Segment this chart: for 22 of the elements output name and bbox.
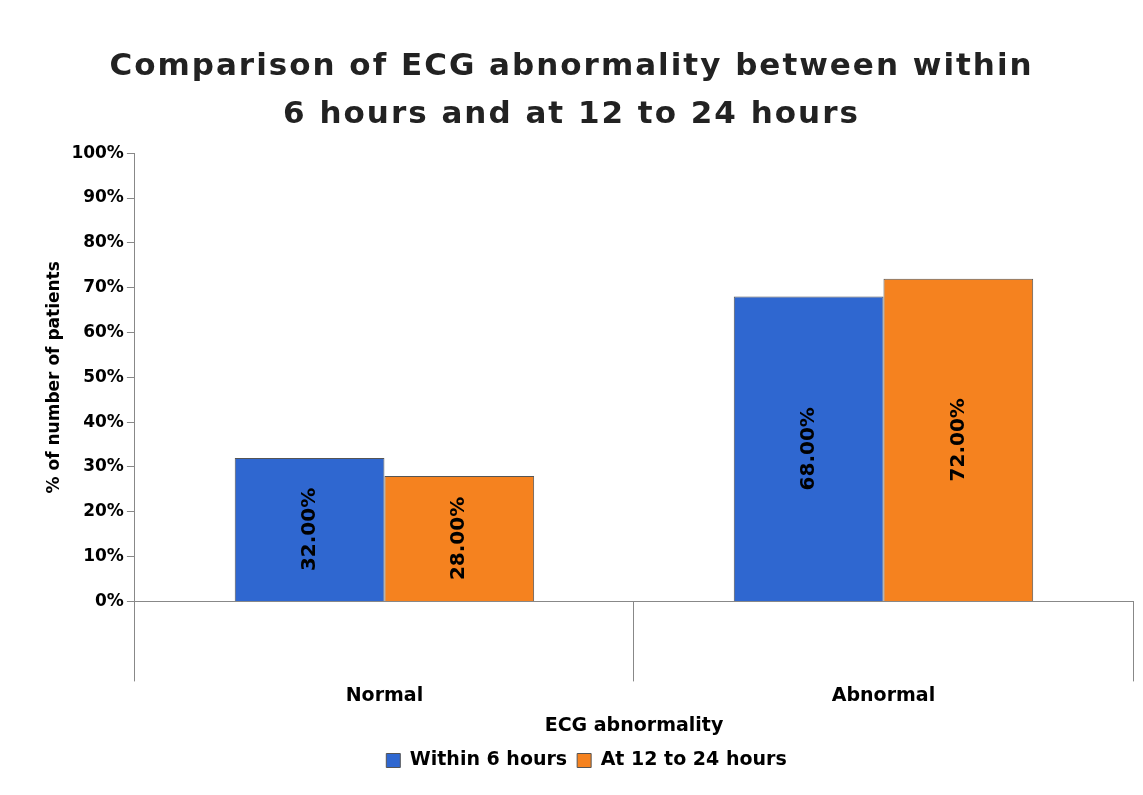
data-label: 28.00% [445, 496, 470, 581]
y-tick-label: 80% [83, 231, 124, 252]
y-tick-label: 10% [83, 545, 124, 565]
chart-title: Comparison of ECG abnormality between within 6 hours and at 12 to 24 hours [108, 45, 1035, 132]
x-axis-title: ECG abnormality [544, 712, 724, 735]
y-tick-label: 100% [71, 141, 124, 162]
y-tick-label: 90% [83, 186, 124, 207]
data-label: 68.00% [794, 407, 819, 491]
x-tick-label: Abnormal [831, 682, 936, 705]
legend-label: At 12 to 24 hours [600, 747, 787, 770]
y-axis-title: % of number of patients [42, 261, 63, 494]
y-tick-label: 20% [83, 500, 124, 521]
y-tick-label: 40% [83, 410, 124, 431]
y-tick-label: 50% [83, 365, 124, 386]
legend-label: Within 6 hours [409, 747, 568, 770]
y-tick-label: 0% [95, 589, 124, 610]
y-tick-label: 70% [83, 276, 124, 297]
data-label: 32.00% [295, 487, 320, 572]
data-label: 72.00% [944, 398, 969, 482]
y-tick-label: 60% [83, 320, 124, 341]
x-tick-label: Normal [345, 682, 424, 705]
y-tick-label: 30% [83, 455, 124, 476]
